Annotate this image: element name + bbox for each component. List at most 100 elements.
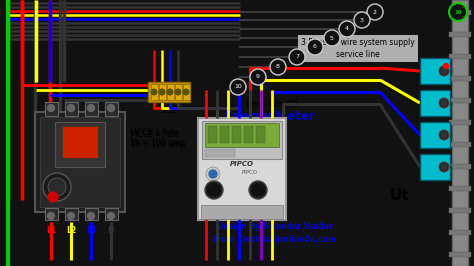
Circle shape [47,213,55,219]
Circle shape [289,49,305,65]
Bar [449,208,471,213]
Bar [45,208,58,220]
Bar [63,127,97,157]
Text: PIPCO: PIPCO [242,169,258,174]
Circle shape [339,21,355,37]
Bar [148,82,190,102]
Text: PIPCO: PIPCO [230,161,254,167]
Circle shape [441,100,447,106]
Circle shape [183,89,189,95]
Circle shape [324,30,340,46]
Circle shape [206,167,220,181]
Text: Em kWh 3P: Em kWh 3P [246,100,298,109]
Circle shape [88,105,94,111]
Bar [55,122,105,167]
Circle shape [108,105,115,111]
Text: Energy Meter: Energy Meter [225,110,315,123]
Bar [201,205,283,219]
Bar [151,84,158,100]
Circle shape [108,213,115,219]
Bar [202,121,282,159]
Circle shape [175,89,181,95]
Text: 3 Phase 4 wire system supply
service line: 3 Phase 4 wire system supply service lin… [301,38,415,59]
Bar [449,54,471,59]
Circle shape [441,132,447,138]
Text: 8: 8 [276,64,280,69]
Circle shape [159,89,165,95]
Text: 7: 7 [295,55,299,60]
Circle shape [47,105,55,111]
Bar [449,164,471,169]
Text: Ut: Ut [390,188,410,203]
Text: 10: 10 [454,10,462,15]
Bar [420,154,450,180]
Bar [256,126,265,143]
Circle shape [67,105,74,111]
Bar [85,102,98,116]
Text: 4: 4 [345,27,349,31]
Bar [208,126,217,143]
Circle shape [230,79,246,95]
Bar [449,32,471,37]
Bar [449,252,471,257]
Circle shape [48,178,66,196]
Bar [449,186,471,191]
Circle shape [167,89,173,95]
Bar [159,84,166,100]
Bar [205,149,235,157]
Circle shape [67,213,74,219]
Circle shape [209,170,217,178]
Text: NCP: NCP [159,106,179,115]
Circle shape [367,4,383,20]
Bar [45,102,58,116]
Bar [205,123,279,147]
Circle shape [439,130,449,140]
Bar [105,208,118,220]
Bar [449,98,471,103]
Circle shape [441,68,447,74]
Bar [65,102,78,116]
Circle shape [250,69,266,85]
Text: 3: 3 [360,18,364,23]
Text: L2: L2 [66,226,76,235]
Circle shape [208,184,220,196]
Text: MCCB 4 Pole
1h = 100 amp: MCCB 4 Pole 1h = 100 amp [131,130,186,149]
Text: 10: 10 [234,85,242,89]
Text: 2: 2 [373,10,377,15]
Bar [232,126,241,143]
Text: N: N [108,226,114,235]
Circle shape [48,192,58,202]
Circle shape [439,98,449,108]
Bar [175,84,182,100]
Bar [198,118,286,220]
Circle shape [270,59,286,75]
Circle shape [252,184,264,196]
Bar [452,0,468,266]
Circle shape [88,213,94,219]
Bar [105,102,118,116]
Circle shape [439,162,449,172]
Text: MCCB 4 Pole
1h = 100 amp: MCCB 4 Pole 1h = 100 amp [130,128,185,147]
Circle shape [354,12,370,28]
Circle shape [307,39,323,55]
Bar [449,142,471,147]
Bar [449,120,471,125]
Bar [35,112,125,212]
Bar [85,208,98,220]
Circle shape [249,181,267,199]
Bar [220,126,229,143]
Bar [420,58,450,84]
Bar [183,84,190,100]
Circle shape [205,181,223,199]
Bar [65,208,78,220]
Bar [167,84,174,100]
Text: L3: L3 [86,226,96,235]
Bar [40,117,120,207]
Bar [420,90,450,116]
Circle shape [441,164,447,170]
Bar [449,10,471,15]
Text: 5: 5 [330,35,334,40]
Bar [420,122,450,148]
Text: 9: 9 [256,74,260,80]
Text: L1: L1 [46,226,56,235]
